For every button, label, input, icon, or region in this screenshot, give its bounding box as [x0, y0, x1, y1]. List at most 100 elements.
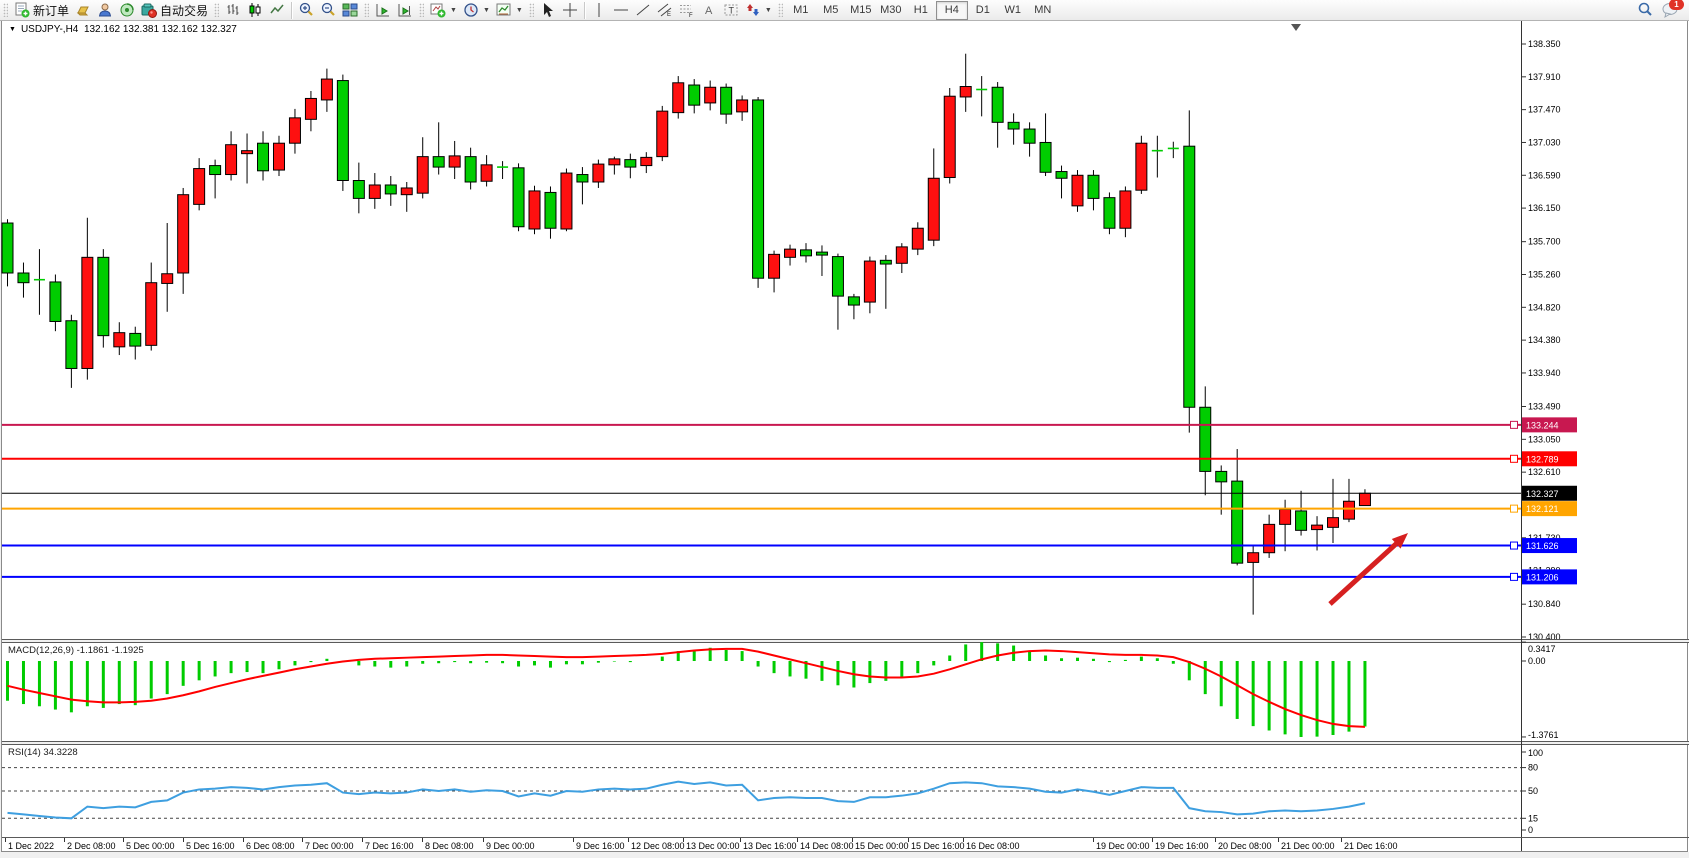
axis-label: 2 Dec 08:00: [67, 841, 116, 851]
candle: [336, 80, 349, 182]
horizontal-line-tool-button[interactable]: [610, 1, 632, 19]
candle: [384, 184, 397, 195]
signals-button[interactable]: [116, 1, 138, 19]
timeframe-w1-button[interactable]: W1: [1004, 4, 1022, 16]
timeframe-mn-button[interactable]: MN: [1034, 4, 1052, 16]
text-tool-button[interactable]: A: [698, 1, 720, 19]
panel-splitter[interactable]: [2, 639, 1689, 642]
axis-label: 135.260: [1528, 269, 1561, 279]
axis-label: 13 Dec 00:00: [686, 841, 740, 851]
candle: [911, 227, 924, 250]
toolbar-drag-handle[interactable]: [214, 3, 220, 17]
timeframe-m5-button[interactable]: M5: [823, 4, 839, 16]
arrows-icon: [745, 2, 761, 18]
cursor-tool-button[interactable]: [537, 1, 559, 19]
zoom-in-button[interactable]: [295, 1, 317, 19]
chat-button[interactable]: 1: [1661, 0, 1684, 19]
new-order-button[interactable]: 新订单: [11, 1, 72, 19]
chart-shift-button[interactable]: [394, 1, 416, 19]
toolbar-drag-handle[interactable]: [528, 3, 534, 17]
new-chart-button[interactable]: ▼: [427, 1, 460, 19]
toolbar-drag-handle[interactable]: [419, 3, 425, 17]
ohlc-bars-icon: [225, 2, 241, 18]
fibonacci-tool-button[interactable]: F: [676, 1, 698, 19]
candle: [608, 158, 621, 166]
search-button[interactable]: [1633, 1, 1655, 19]
toolbar-drag-handle[interactable]: [3, 3, 8, 17]
candle: [895, 246, 908, 264]
zoom-out-button[interactable]: [317, 1, 339, 19]
candle: [209, 165, 222, 176]
candle: [1231, 480, 1244, 564]
candle: [784, 248, 797, 258]
vertical-line-tool-button[interactable]: [588, 1, 610, 19]
axis-label: 133.244: [1526, 420, 1559, 430]
timeframe-d1-button[interactable]: D1: [975, 4, 990, 16]
template-dropdown-button[interactable]: ▼: [493, 1, 526, 19]
candle: [672, 82, 685, 114]
axis-label: 14 Dec 08:00: [800, 841, 854, 851]
autoscroll-button[interactable]: [372, 1, 394, 19]
candle: [480, 164, 493, 182]
deposit-button[interactable]: [72, 1, 94, 19]
candle: [1247, 552, 1260, 563]
axis-label: 21 Dec 16:00: [1344, 841, 1398, 851]
axis-label: 133.050: [1528, 434, 1561, 444]
crosshair-tool-button[interactable]: [559, 1, 581, 19]
bar-chart-button[interactable]: [222, 1, 244, 19]
toolbar-drag-handle[interactable]: [364, 3, 370, 17]
timeframe-m30-button[interactable]: M30: [880, 4, 902, 16]
tile-windows-icon: [342, 2, 358, 18]
candle: [304, 97, 317, 120]
candle: [512, 167, 525, 228]
timeframe-h1-button[interactable]: H1: [913, 4, 928, 16]
toolbar-drag-handle[interactable]: [777, 3, 783, 17]
candle: [288, 117, 301, 144]
candle: [624, 159, 637, 168]
text-label-tool-button[interactable]: T: [720, 1, 742, 19]
axis-label: 137.910: [1528, 72, 1561, 82]
trend-arrow-annotation[interactable]: [1328, 539, 1401, 606]
candle: [97, 256, 110, 337]
axis-label: 8 Dec 08:00: [425, 841, 474, 851]
timeframe-h4-button[interactable]: H4: [935, 0, 968, 20]
arrows-dropdown-button[interactable]: ▼: [742, 1, 775, 19]
equidistant-channel-tool-button[interactable]: E: [654, 1, 676, 19]
chart-shift-marker[interactable]: [1291, 24, 1301, 31]
axis-label: 133.490: [1528, 402, 1561, 412]
collapse-triangle-icon[interactable]: ▼: [9, 26, 16, 33]
axis-label: 19 Dec 16:00: [1155, 841, 1209, 851]
template-icon: [496, 2, 512, 18]
autoscroll-icon: [375, 2, 391, 18]
timeframe-m15-button[interactable]: M15: [850, 4, 872, 16]
trend-arrow-head[interactable]: [1391, 533, 1408, 549]
axis-label: 130.400: [1528, 632, 1561, 642]
timeframe-dropdown-button[interactable]: ▼: [460, 1, 493, 19]
candle: [1327, 517, 1340, 528]
rsi-name: RSI(14): [8, 747, 41, 758]
gold-bar-icon: [75, 2, 91, 18]
candle: [1055, 171, 1068, 179]
candle: [320, 78, 333, 101]
candle: [17, 272, 30, 284]
rsi-indicator-label: RSI(14) 34.3228: [8, 747, 78, 758]
dropdown-caret-icon: ▼: [482, 6, 490, 14]
timeframe-m1-button[interactable]: M1: [793, 4, 809, 16]
line-chart-button[interactable]: [266, 1, 288, 19]
new-chart-icon: [430, 2, 446, 18]
candlestick-chart-button[interactable]: [244, 1, 266, 19]
candle: [1039, 141, 1052, 173]
candle: [1263, 523, 1276, 554]
axis-label: 134.820: [1528, 302, 1561, 312]
candle: [81, 256, 94, 369]
support-button[interactable]: [94, 1, 116, 19]
autotrading-button[interactable]: 自动交易: [138, 1, 211, 19]
candle: [544, 191, 557, 229]
axis-label: 131.730: [1528, 533, 1561, 543]
tile-windows-button[interactable]: [339, 1, 361, 19]
panel-splitter[interactable]: [2, 741, 1689, 744]
trendline-tool-button[interactable]: [632, 1, 654, 19]
axis-label: 132.610: [1528, 467, 1561, 477]
candle: [943, 95, 956, 179]
